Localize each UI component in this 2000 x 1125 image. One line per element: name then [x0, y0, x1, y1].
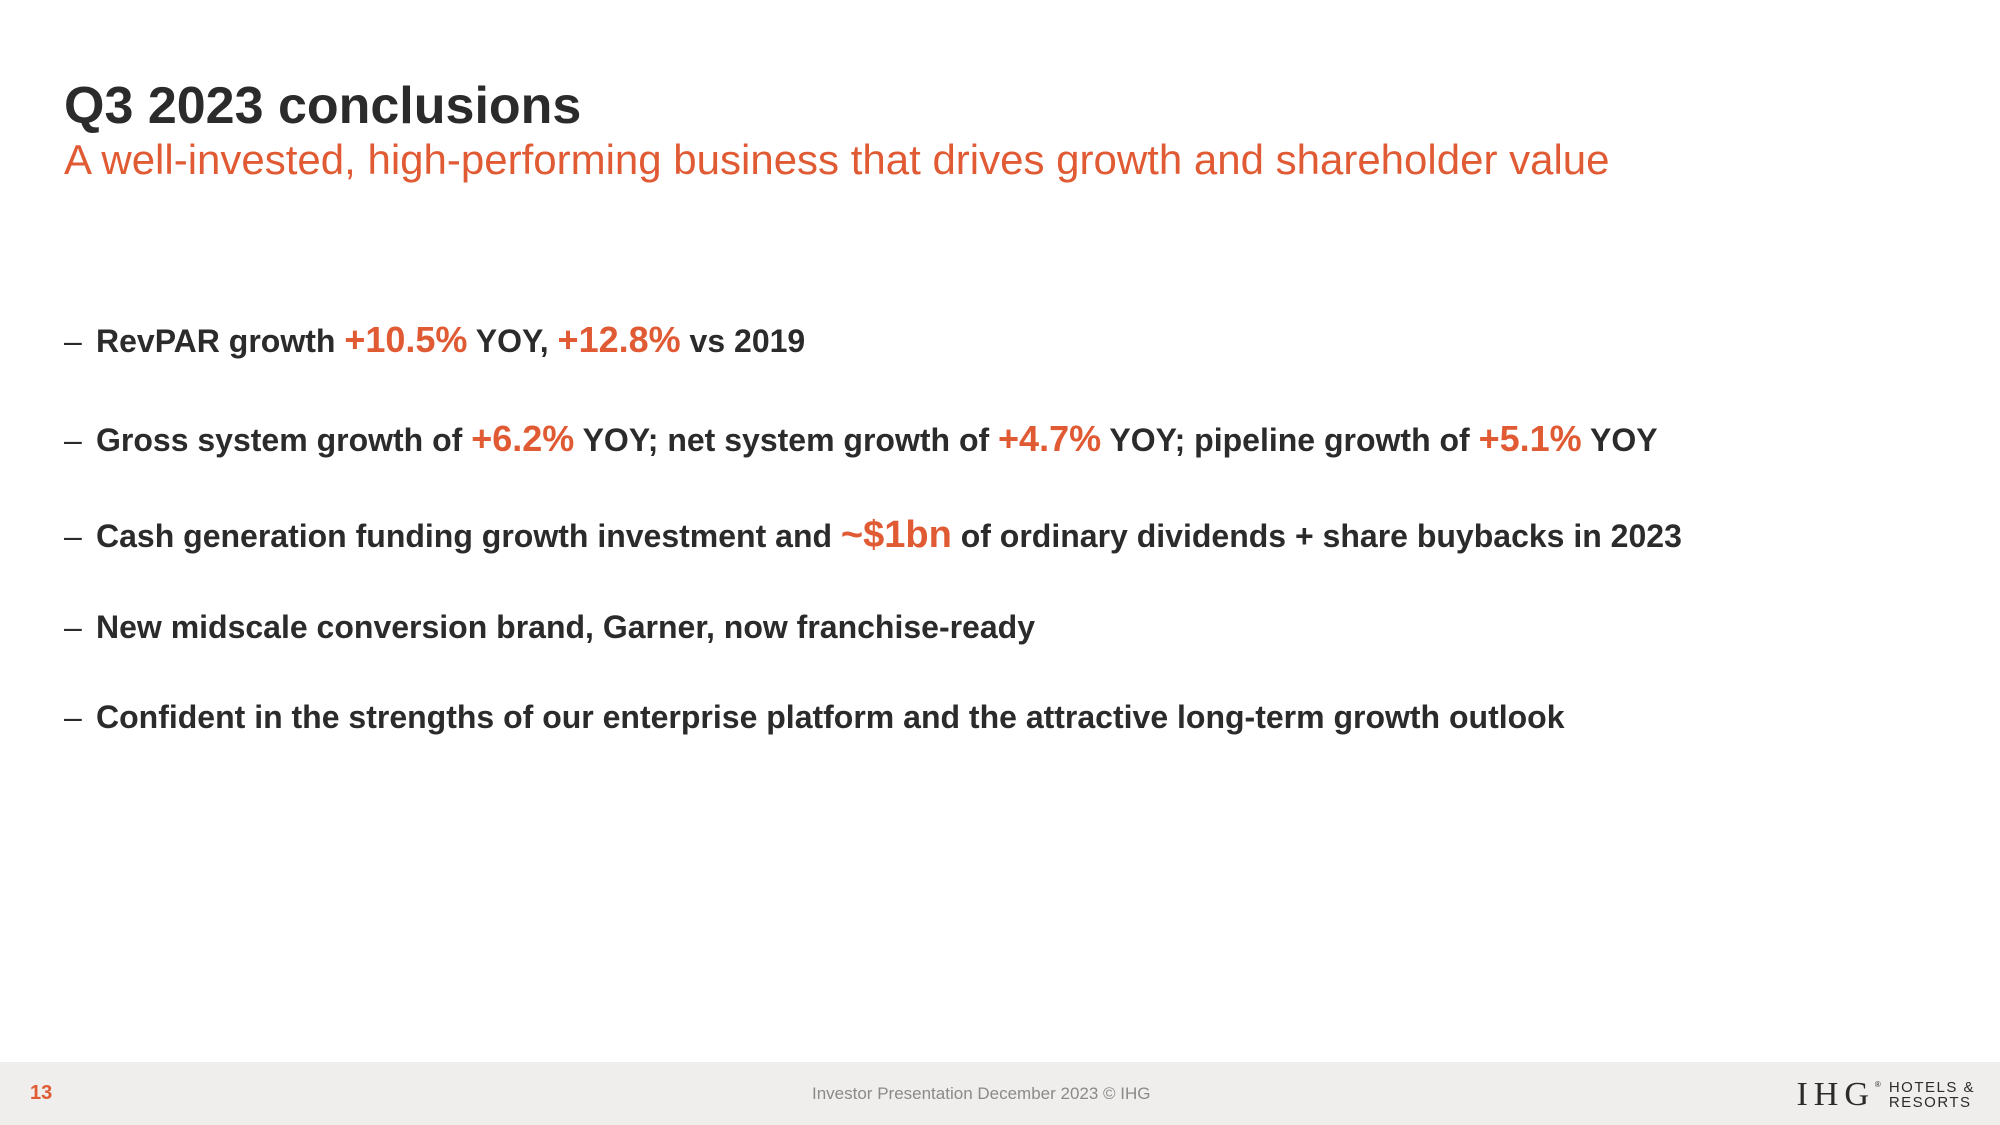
highlight-value: +4.7%: [998, 418, 1102, 459]
bullet-text: Confident in the strengths of our enterp…: [96, 699, 1565, 735]
footer-caption: Investor Presentation December 2023 © IH…: [812, 1084, 1151, 1103]
highlight-value: +5.1%: [1478, 418, 1582, 459]
logo-line-2: RESORTS: [1888, 1094, 1972, 1111]
bullet-marker: –: [64, 323, 82, 359]
ihg-logo: IHG ® HOTELS & RESORTS: [1796, 1078, 1975, 1112]
highlight-value: +10.5%: [344, 319, 468, 360]
bullet-marker: –: [64, 699, 82, 735]
bullet-garner-brand: – New midscale conversion brand, Garner, …: [64, 607, 1035, 647]
bullet-text: YOY; pipeline growth of: [1101, 422, 1479, 458]
bullet-text: YOY,: [467, 323, 558, 359]
bullet-text: YOY: [1581, 422, 1658, 458]
bullet-text: Cash generation funding growth investmen…: [96, 518, 841, 554]
highlight-value: ~$1bn: [840, 514, 952, 556]
bullet-text: Gross system growth of: [96, 422, 472, 458]
bullet-text: RevPAR growth: [96, 323, 345, 359]
footer-bar: 13 Investor Presentation December 2023 ©…: [0, 1062, 2000, 1125]
bullet-text: New midscale conversion brand, Garner, n…: [96, 609, 1035, 645]
bullet-outlook: – Confident in the strengths of our enter…: [64, 697, 1565, 737]
bullet-text: vs 2019: [680, 323, 806, 359]
bullet-marker: –: [64, 609, 82, 645]
highlight-value: +12.8%: [557, 319, 681, 360]
highlight-value: +6.2%: [471, 418, 575, 459]
bullet-text: YOY; net system growth of: [574, 422, 999, 458]
slide-subtitle: A well-invested, high-performing busines…: [64, 136, 1610, 183]
bullet-revpar: – RevPAR growth +10.5% YOY, +12.8% vs 201…: [64, 320, 805, 361]
bullet-cash-generation: – Cash generation funding growth investme…: [64, 515, 1682, 556]
bullet-system-growth: – Gross system growth of +6.2% YOY; net s…: [64, 419, 1658, 460]
page-number: 13: [30, 1082, 53, 1104]
bullet-text: of ordinary dividends + share buybacks i…: [951, 518, 1682, 554]
bullet-marker: –: [64, 422, 82, 458]
slide-title: Q3 2023 conclusions: [64, 77, 582, 135]
bullet-marker: –: [64, 518, 82, 554]
logo-wordmark: HOTELS & RESORTS: [1889, 1080, 1975, 1110]
logo-registered-mark: ®: [1874, 1080, 1881, 1089]
logo-mark: IHG: [1796, 1076, 1875, 1113]
logo-line-1: HOTELS &: [1888, 1079, 1975, 1096]
